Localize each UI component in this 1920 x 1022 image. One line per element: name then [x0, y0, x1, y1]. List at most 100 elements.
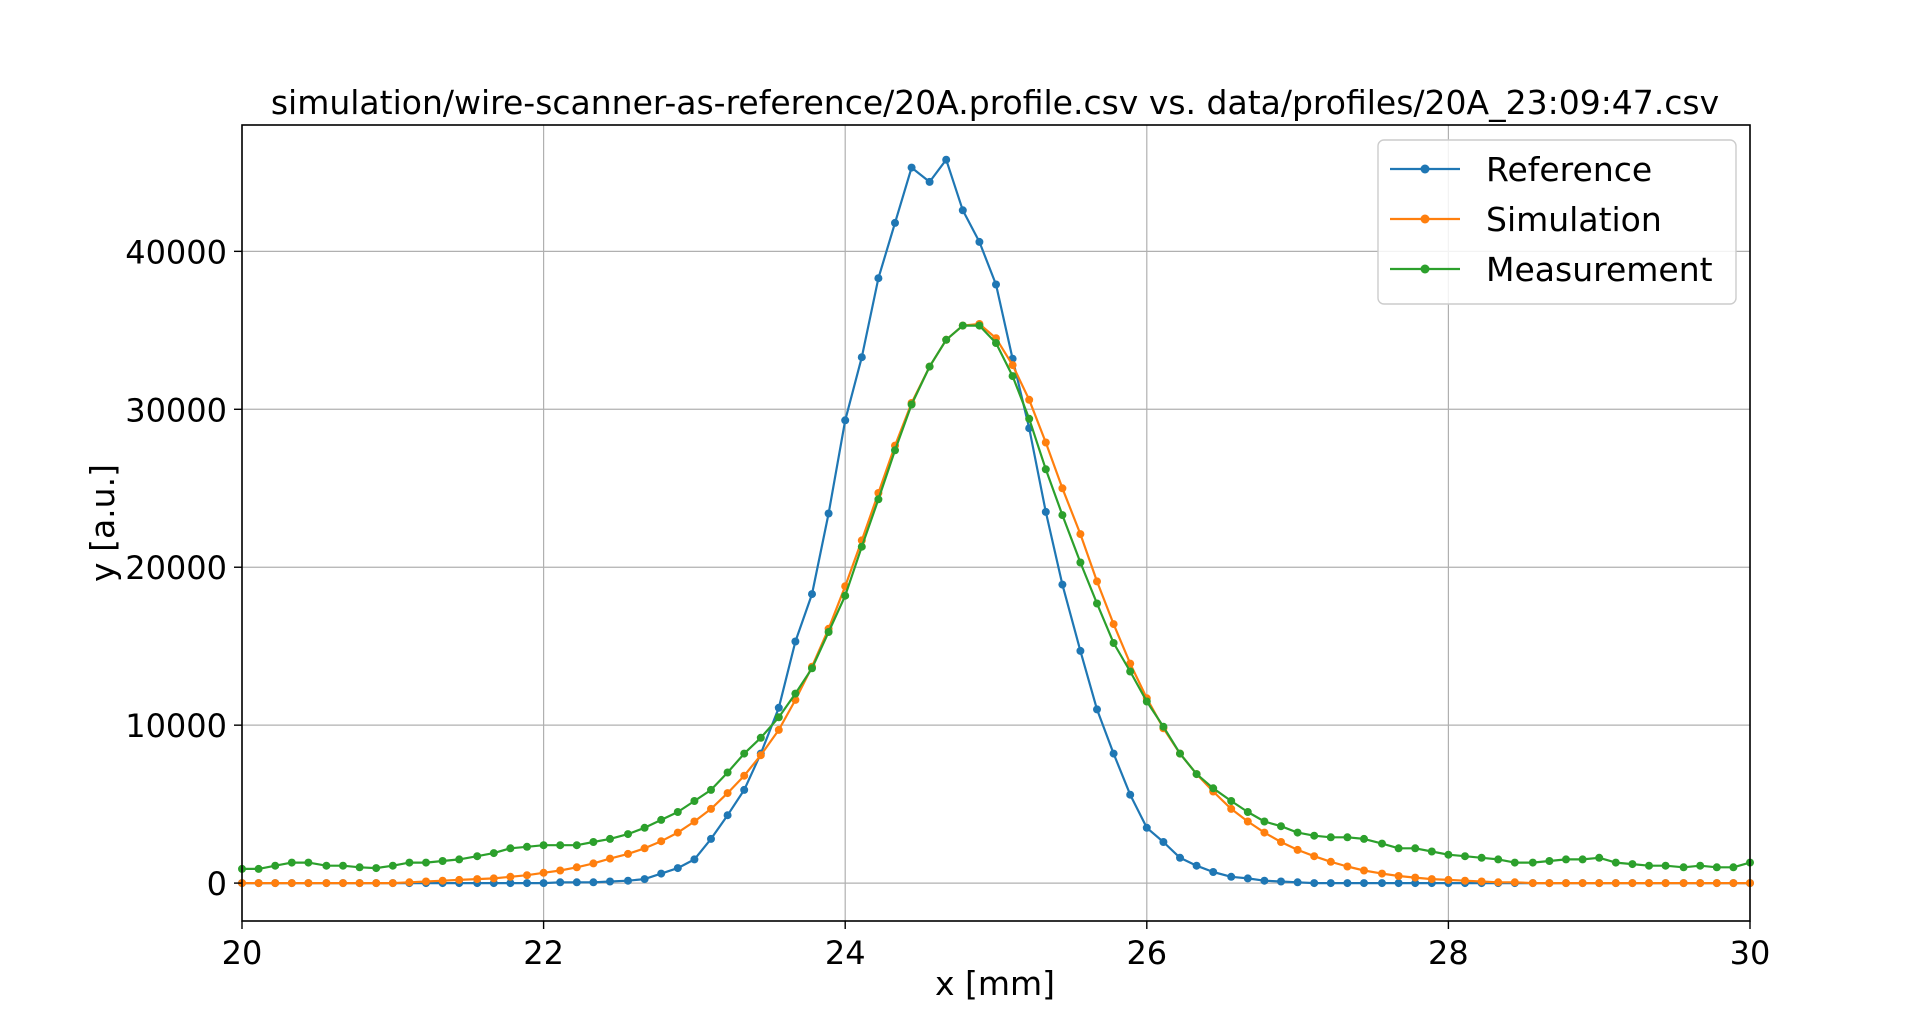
data-point-reference-48	[1041, 507, 1050, 516]
data-point-simulation-77	[1528, 879, 1537, 888]
data-point-measurement-15	[489, 849, 498, 858]
data-point-simulation-7	[355, 879, 364, 888]
data-point-simulation-71	[1427, 875, 1436, 884]
data-point-measurement-4	[304, 858, 313, 867]
data-point-reference-26	[673, 864, 682, 873]
data-point-measurement-29	[723, 768, 732, 777]
data-point-reference-39	[891, 218, 899, 227]
data-point-reference-19	[556, 878, 565, 887]
data-point-reference-25	[657, 869, 666, 878]
data-point-measurement-69	[1394, 844, 1403, 853]
data-point-simulation-6	[339, 879, 347, 888]
data-point-measurement-46	[1008, 372, 1017, 381]
x-axis-label: x [mm]	[935, 964, 1055, 1003]
data-point-measurement-32	[774, 713, 783, 722]
data-point-reference-23	[624, 876, 632, 885]
data-point-simulation-23	[624, 849, 632, 858]
data-point-simulation-31	[756, 751, 765, 760]
data-point-measurement-64	[1310, 831, 1319, 840]
data-point-simulation-87	[1696, 879, 1705, 888]
data-point-measurement-36	[841, 591, 850, 600]
data-point-simulation-49	[1058, 484, 1067, 493]
data-point-simulation-9	[388, 879, 397, 888]
data-point-reference-45	[992, 280, 1000, 289]
data-point-measurement-83	[1628, 860, 1637, 869]
data-point-simulation-73	[1461, 876, 1469, 885]
data-point-reference-64	[1310, 879, 1319, 888]
data-point-simulation-89	[1729, 879, 1738, 888]
data-point-measurement-87	[1696, 861, 1705, 870]
data-point-reference-27	[690, 855, 699, 864]
data-point-reference-59	[1227, 872, 1236, 881]
data-point-measurement-78	[1545, 857, 1554, 865]
data-point-simulation-78	[1545, 879, 1554, 888]
data-point-measurement-10	[405, 858, 414, 867]
data-point-measurement-19	[556, 841, 565, 850]
y-tick-label-0: 0	[207, 865, 227, 903]
data-point-measurement-8	[372, 864, 381, 873]
legend-label-measurement: Measurement	[1486, 250, 1713, 289]
data-point-reference-66	[1343, 879, 1352, 888]
data-point-measurement-2	[271, 861, 280, 870]
data-point-measurement-79	[1562, 855, 1570, 864]
data-point-simulation-67	[1360, 866, 1368, 875]
legend-label-simulation: Simulation	[1486, 200, 1662, 239]
data-point-measurement-82	[1611, 858, 1620, 867]
data-point-reference-69	[1394, 879, 1403, 888]
chart-title: simulation/wire-scanner-as-reference/20A…	[271, 83, 1719, 122]
data-point-simulation-2	[271, 879, 280, 888]
data-point-simulation-12	[438, 876, 447, 885]
data-point-measurement-48	[1041, 465, 1050, 474]
data-point-simulation-46	[1008, 361, 1017, 370]
data-point-simulation-48	[1041, 438, 1050, 447]
data-point-measurement-35	[824, 628, 833, 636]
data-point-simulation-85	[1661, 879, 1670, 888]
data-point-measurement-24	[640, 823, 649, 832]
data-point-simulation-1	[254, 879, 263, 888]
y-tick-label-2: 20000	[125, 549, 227, 587]
data-point-reference-49	[1058, 580, 1067, 589]
data-point-reference-54	[1142, 823, 1151, 832]
data-point-simulation-80	[1578, 879, 1587, 888]
data-point-reference-36	[841, 416, 850, 425]
data-point-measurement-44	[975, 321, 984, 330]
data-point-reference-60	[1243, 874, 1252, 883]
data-point-measurement-85	[1661, 861, 1670, 870]
data-point-simulation-28	[707, 804, 715, 813]
data-point-measurement-45	[992, 339, 1000, 347]
data-point-measurement-31	[756, 733, 765, 742]
data-point-reference-18	[539, 879, 548, 888]
data-point-measurement-71	[1427, 847, 1436, 856]
data-point-measurement-14	[473, 852, 482, 861]
data-point-simulation-86	[1679, 879, 1688, 888]
data-point-reference-41	[925, 177, 934, 186]
data-point-measurement-3	[287, 858, 296, 867]
data-point-measurement-39	[891, 446, 899, 455]
data-point-simulation-76	[1510, 878, 1519, 887]
data-point-simulation-8	[372, 879, 381, 888]
data-point-reference-35	[824, 509, 833, 518]
data-point-reference-16	[506, 879, 515, 888]
data-point-measurement-7	[355, 863, 364, 872]
data-point-simulation-81	[1595, 879, 1604, 888]
data-point-simulation-26	[673, 828, 682, 837]
data-point-measurement-47	[1025, 414, 1034, 423]
data-point-simulation-11	[422, 877, 430, 886]
data-point-measurement-84	[1645, 861, 1653, 870]
data-point-measurement-25	[657, 815, 666, 824]
data-point-simulation-5	[322, 879, 331, 888]
data-point-measurement-53	[1126, 667, 1135, 676]
data-point-measurement-34	[808, 664, 816, 673]
data-point-measurement-38	[874, 495, 883, 504]
data-point-measurement-42	[942, 335, 951, 344]
data-point-measurement-68	[1378, 839, 1386, 848]
y-tick-label-1: 10000	[125, 707, 227, 745]
data-point-simulation-83	[1628, 879, 1637, 888]
data-point-simulation-51	[1093, 577, 1101, 586]
data-point-simulation-62	[1277, 838, 1285, 846]
data-point-simulation-52	[1109, 620, 1118, 629]
data-point-measurement-52	[1109, 639, 1118, 647]
data-point-reference-50	[1076, 646, 1085, 655]
data-point-measurement-17	[523, 842, 531, 851]
data-point-simulation-25	[657, 837, 666, 846]
